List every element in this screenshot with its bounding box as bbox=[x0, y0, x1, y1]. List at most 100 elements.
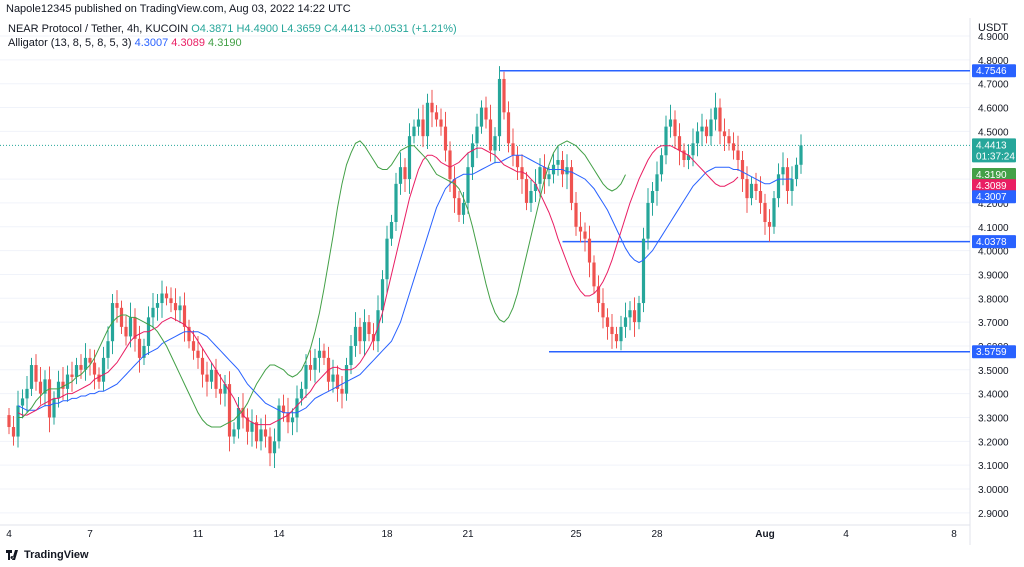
candle-body bbox=[740, 160, 745, 180]
y-tick-label: 4.7000 bbox=[978, 80, 1009, 91]
candle-body bbox=[569, 167, 574, 203]
candle-body bbox=[11, 427, 16, 437]
badge-level-bottom-bg bbox=[972, 345, 1016, 359]
y-tick-label: 3.6000 bbox=[978, 342, 1009, 353]
candle-body bbox=[799, 145, 803, 165]
candle-body bbox=[416, 119, 421, 127]
y-tick-label: 3.5000 bbox=[978, 366, 1009, 377]
candle-body bbox=[556, 160, 560, 165]
candle-body bbox=[731, 143, 736, 151]
symbol-row: NEAR Protocol / Tether, 4h, KUCOIN O4.38… bbox=[8, 22, 457, 36]
y-tick-label: 4.5000 bbox=[978, 127, 1009, 138]
candle-body bbox=[403, 167, 407, 180]
candle-body bbox=[335, 374, 340, 389]
candle-body bbox=[119, 307, 124, 327]
badge-teeth-bg bbox=[972, 179, 1016, 193]
ohlc-open: O4.3871 bbox=[191, 23, 234, 35]
candle-body bbox=[722, 131, 727, 137]
candle-body bbox=[376, 310, 380, 342]
candle-body bbox=[182, 305, 187, 327]
candle-body bbox=[704, 126, 709, 137]
candle-body bbox=[443, 126, 448, 151]
candle-body bbox=[317, 350, 322, 358]
candle-body bbox=[169, 298, 173, 304]
candle-body bbox=[7, 415, 11, 428]
candle-body bbox=[308, 365, 313, 370]
candle-body bbox=[227, 384, 232, 437]
candle-body bbox=[574, 202, 578, 227]
x-tick-label: 11 bbox=[193, 529, 204, 540]
candle-body bbox=[713, 107, 718, 120]
candle-body bbox=[268, 436, 272, 454]
candle-body bbox=[56, 381, 61, 399]
candle-body bbox=[97, 374, 101, 382]
x-tick-label: 4 bbox=[843, 529, 849, 540]
alligator-jaw-line bbox=[17, 154, 793, 414]
candle-body bbox=[502, 78, 506, 113]
candle-body bbox=[434, 112, 439, 120]
candle-body bbox=[484, 107, 488, 120]
candle-body bbox=[250, 422, 254, 432]
candle-body bbox=[236, 407, 241, 430]
candle-body bbox=[520, 167, 524, 180]
alligator-lips-line bbox=[18, 140, 626, 428]
candle-body bbox=[232, 429, 236, 437]
candle-body bbox=[254, 422, 259, 442]
indicator-row: Alligator (13, 8, 5, 8, 5, 3) 4.3007 4.3… bbox=[8, 36, 457, 50]
candle-body bbox=[277, 405, 281, 442]
candle-body bbox=[142, 345, 146, 358]
candle-body bbox=[745, 179, 749, 199]
y-tick-label: 3.3000 bbox=[978, 413, 1009, 424]
candle-body bbox=[421, 119, 425, 137]
candle-body bbox=[533, 183, 538, 191]
candle-body bbox=[173, 303, 178, 311]
candle-body bbox=[367, 322, 371, 335]
candle-body bbox=[448, 150, 452, 180]
candle-body bbox=[511, 143, 515, 156]
candle-body bbox=[385, 238, 389, 280]
y-tick-label: 3.4000 bbox=[978, 390, 1009, 401]
candle-body bbox=[686, 155, 691, 161]
candle-body bbox=[358, 326, 362, 342]
tradingview-brand[interactable]: TradingView bbox=[6, 549, 89, 561]
candle-body bbox=[758, 191, 763, 203]
candle-body bbox=[641, 238, 646, 304]
candle-body bbox=[79, 365, 83, 370]
candle-body bbox=[601, 303, 605, 318]
candle-body bbox=[272, 441, 277, 454]
price-axis-ticks: 2.9000 3.0000 3.1000 3.2000 3.3000 3.4000 3.50… bbox=[978, 32, 1009, 520]
candle-body bbox=[673, 119, 677, 137]
candle-body bbox=[560, 160, 565, 175]
candle-body bbox=[632, 310, 637, 323]
x-tick-label: 28 bbox=[651, 529, 663, 540]
symbol-label[interactable]: NEAR Protocol / Tether, 4h, KUCOIN bbox=[8, 23, 189, 35]
badge-last-price: 4.4413 bbox=[976, 140, 1007, 151]
candle-body bbox=[596, 286, 601, 304]
candle-body bbox=[529, 191, 533, 203]
candle-body bbox=[353, 326, 358, 346]
time-axis-ticks: 4 7 11 14 18 21 25 28 Aug 4 8 bbox=[6, 529, 957, 540]
y-tick-label: 3.1000 bbox=[978, 461, 1009, 472]
x-tick-label: 21 bbox=[462, 529, 474, 540]
jaw-value: 4.3007 bbox=[134, 37, 169, 49]
candle-body bbox=[286, 412, 290, 423]
x-tick-label: Aug bbox=[755, 529, 774, 540]
y-tick-label: 4.8000 bbox=[978, 56, 1009, 67]
candle-body bbox=[16, 405, 20, 437]
candle-body bbox=[466, 167, 470, 203]
candle-body bbox=[493, 136, 497, 151]
candle-body bbox=[655, 174, 659, 191]
candle-body bbox=[470, 143, 475, 168]
indicator-label[interactable]: Alligator (13, 8, 5, 8, 5, 3) bbox=[8, 37, 132, 49]
candle-body bbox=[592, 262, 596, 287]
badge-level-mid-text: 4.0378 bbox=[976, 237, 1007, 248]
candle-body bbox=[497, 78, 502, 137]
candle-body bbox=[106, 341, 110, 358]
chart-legend: NEAR Protocol / Tether, 4h, KUCOIN O4.38… bbox=[8, 22, 457, 50]
candle-body bbox=[299, 388, 304, 399]
candle-body bbox=[214, 369, 218, 389]
candle-body bbox=[70, 374, 74, 377]
candle-body bbox=[691, 143, 695, 156]
candle-body bbox=[727, 136, 731, 144]
